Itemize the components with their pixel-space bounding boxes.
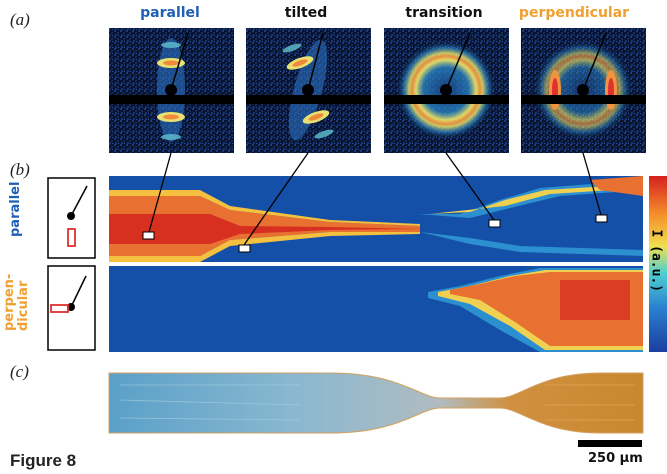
colorbar-label: I (a.u.) <box>648 229 664 293</box>
scale-bar <box>578 440 642 447</box>
map-perpendicular <box>109 266 643 352</box>
panel-label-b: (b) <box>10 160 30 179</box>
map-parallel <box>109 176 643 262</box>
map-markers <box>142 214 608 253</box>
colorbar <box>649 176 667 352</box>
pattern-title-tilted: tilted <box>284 5 328 21</box>
scale-bar-label: 250 μm <box>588 451 643 466</box>
map-label-perpendicular: perpen- dicular <box>2 273 31 331</box>
leader-lines <box>148 152 602 246</box>
panel-label-a: (a) <box>10 10 30 29</box>
pattern-title-perpendicular: perpendicular <box>518 5 630 21</box>
pattern-tilted <box>246 28 371 153</box>
map-label-parallel: parallel <box>8 181 23 237</box>
orientation-icon-perpendicular <box>47 265 96 351</box>
orientation-icon-parallel <box>47 177 96 259</box>
pattern-perpendicular <box>521 28 646 153</box>
panel-label-c: (c) <box>10 362 29 381</box>
pattern-title-transition: transition <box>405 5 483 21</box>
figure-caption: Figure 8 <box>10 451 77 470</box>
pattern-title-parallel: parallel <box>140 5 200 21</box>
pattern-parallel <box>109 28 234 153</box>
sample-image <box>108 372 644 434</box>
pattern-transition <box>384 28 509 153</box>
